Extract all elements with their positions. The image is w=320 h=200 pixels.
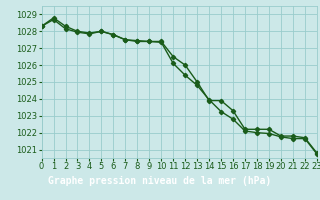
Text: Graphe pression niveau de la mer (hPa): Graphe pression niveau de la mer (hPa) xyxy=(48,176,272,186)
